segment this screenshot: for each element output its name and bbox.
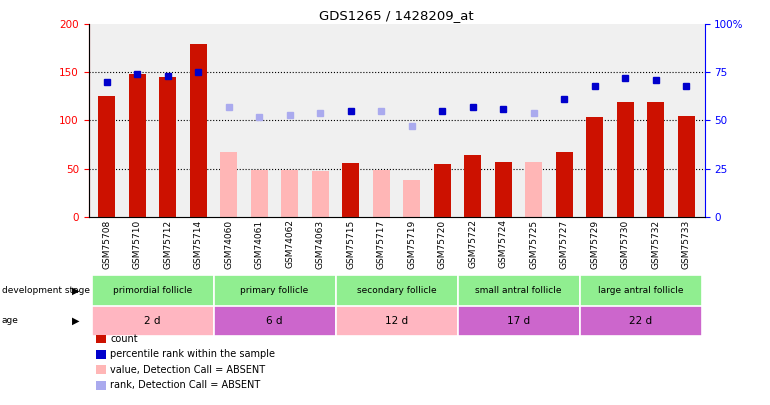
Text: 6 d: 6 d: [266, 316, 283, 326]
Text: count: count: [110, 334, 138, 344]
Bar: [373, 170, 390, 217]
Bar: [190, 44, 206, 217]
Bar: [587, 117, 603, 217]
Text: 12 d: 12 d: [385, 316, 408, 326]
Text: primary follicle: primary follicle: [240, 286, 309, 295]
Bar: [464, 155, 481, 217]
Text: 2 d: 2 d: [144, 316, 161, 326]
Bar: [251, 170, 268, 217]
Bar: [312, 171, 329, 217]
Bar: [336, 306, 457, 336]
Text: value, Detection Call = ABSENT: value, Detection Call = ABSENT: [110, 365, 265, 375]
Text: rank, Detection Call = ABSENT: rank, Detection Call = ABSENT: [110, 380, 260, 390]
Text: primordial follicle: primordial follicle: [113, 286, 192, 295]
Bar: [556, 152, 573, 217]
Bar: [580, 275, 701, 306]
Bar: [213, 275, 336, 306]
Bar: [99, 96, 116, 217]
Bar: [617, 102, 634, 217]
Bar: [457, 275, 580, 306]
Bar: [343, 163, 359, 217]
Bar: [434, 164, 450, 217]
Text: small antral follicle: small antral follicle: [475, 286, 562, 295]
Bar: [159, 77, 176, 217]
Text: large antral follicle: large antral follicle: [598, 286, 683, 295]
Bar: [92, 275, 213, 306]
Bar: [92, 306, 213, 336]
Bar: [457, 306, 580, 336]
Text: 22 d: 22 d: [629, 316, 652, 326]
Bar: [678, 116, 695, 217]
Text: age: age: [2, 316, 18, 326]
Bar: [281, 170, 298, 217]
Text: ▶: ▶: [72, 316, 79, 326]
Bar: [580, 306, 701, 336]
Text: 17 d: 17 d: [507, 316, 530, 326]
Bar: [403, 180, 420, 217]
Bar: [648, 102, 665, 217]
Text: percentile rank within the sample: percentile rank within the sample: [110, 350, 275, 359]
Bar: [525, 162, 542, 217]
Bar: [129, 75, 146, 217]
Text: ▶: ▶: [72, 286, 79, 296]
Title: GDS1265 / 1428209_at: GDS1265 / 1428209_at: [320, 9, 474, 22]
Bar: [495, 162, 512, 217]
Bar: [336, 275, 457, 306]
Text: secondary follicle: secondary follicle: [357, 286, 437, 295]
Text: development stage: development stage: [2, 286, 89, 295]
Bar: [213, 306, 336, 336]
Bar: [220, 152, 237, 217]
